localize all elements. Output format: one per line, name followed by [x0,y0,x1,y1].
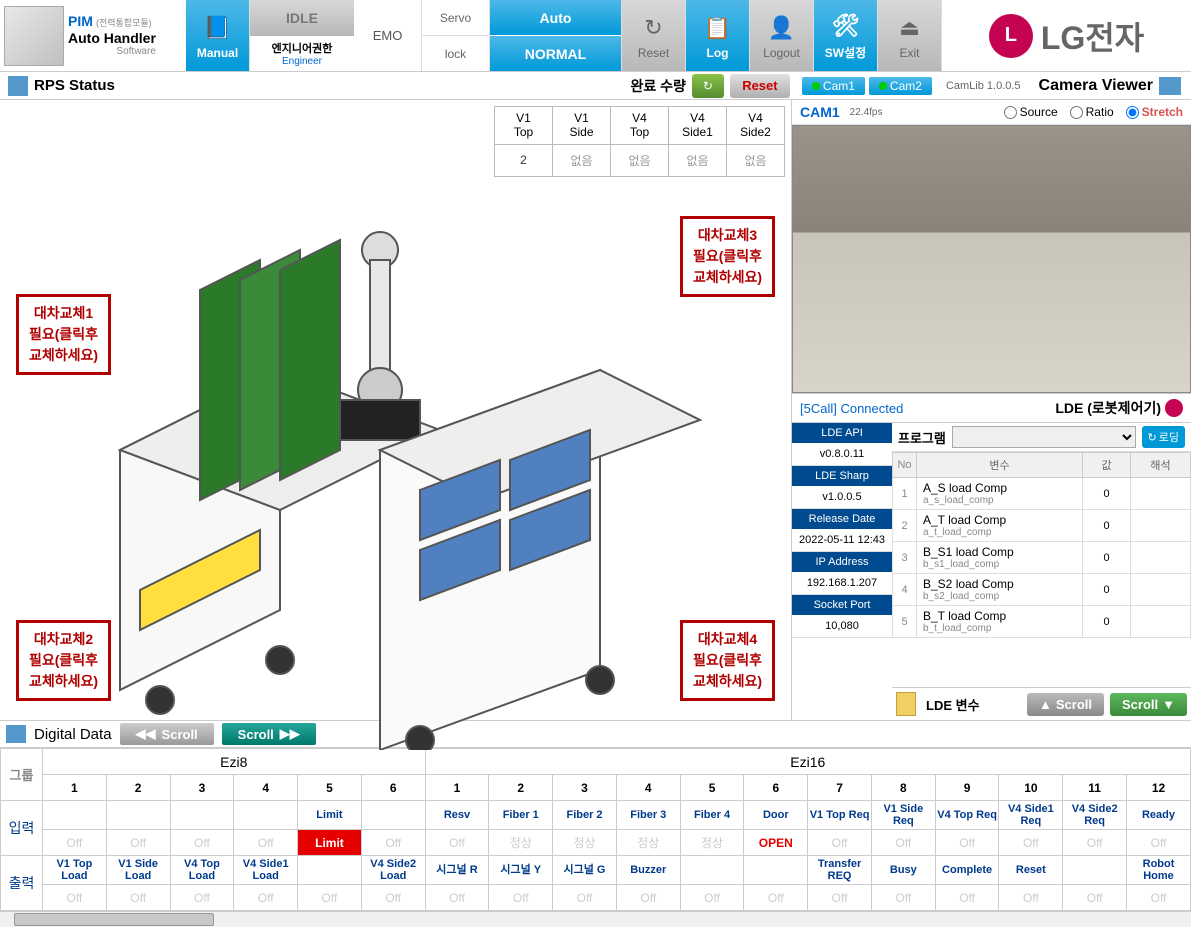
exit-button[interactable]: ⏏ Exit [878,0,942,71]
logout-label: Logout [763,46,800,60]
loading-button[interactable]: ↻로딩 [1142,426,1185,448]
var-row[interactable]: 3B_S1 load Compb_s1_load_comp0 [893,542,1191,574]
sw-settings-button[interactable]: 🛠 SW설정 [814,0,878,71]
rps-status-label: RPS Status [34,77,115,94]
lg-logo: L LG전자 [942,0,1191,71]
servo-lock-col: Servo lock [422,0,490,71]
pim-label: PIM [68,13,93,29]
cam1-status-icon [812,82,820,90]
cam-source-radio[interactable]: Source [1004,105,1058,119]
digital-data-icon [6,725,26,743]
camera-feed [792,125,1191,393]
lde-var-table: No변수값해석 1A_S load Compa_s_load_comp0 2A_… [892,452,1191,687]
rps-visual-panel: V1Top V1Side V4Top V4Side1 V4Side2 2 없음 … [0,100,792,720]
logout-icon: 👤 [766,12,798,44]
app-soft: Software [68,46,156,58]
idle-label: IDLE [250,0,354,36]
sw-label: SW설정 [825,44,866,61]
engineer-ko: 엔지니어권한 [272,40,333,56]
lde-body: LDE API v0.8.0.11 LDE Sharp v1.0.0.5 Rel… [792,423,1191,720]
digital-data-table: 그룹 Ezi8 Ezi16 123456 123456789101112 입력 … [0,748,1191,911]
cam-fps: 22.4fps [850,107,883,118]
exit-icon: ⏏ [894,12,926,44]
cam-name: CAM1 [800,104,840,120]
lg-text: LG전자 [1041,13,1144,59]
scrollbar-thumb[interactable] [14,913,214,926]
status-bar: RPS Status 완료 수량 ↻ Reset Cam1 Cam2 CamLi… [0,72,1191,100]
engineer-en: Engineer [282,56,322,67]
log-label: Log [707,46,729,60]
logout-button[interactable]: 👤 Logout [750,0,814,71]
var-row[interactable]: 2A_T load Compa_t_load_comp0 [893,510,1191,542]
machine-3d-illustration [80,190,720,750]
cam2-status-icon [879,82,887,90]
ezi8-header: Ezi8 [43,749,426,775]
settings-icon: 🛠 [830,10,862,42]
reset-label: Reset [638,46,669,60]
var-row[interactable]: 5B_T load Compb_t_load_comp0 [893,606,1191,638]
lg-circle-icon: L [989,14,1033,58]
document-icon [896,692,916,716]
cam-ratio-radio[interactable]: Ratio [1070,105,1114,119]
app-name: Auto Handler [68,30,156,47]
cam2-button[interactable]: Cam2 [869,77,932,95]
lg-small-icon [1165,399,1183,417]
cam-stretch-radio[interactable]: Stretch [1126,105,1183,119]
group-header: 그룹 [1,749,43,801]
lde-var-label: LDE 변수 [922,695,1021,714]
log-button[interactable]: 📋 Log [686,0,750,71]
manual-button[interactable]: 📘 Manual [186,0,250,71]
camlib-version: CamLib 1.0.0.5 [938,80,1029,92]
program-label: 프로그램 [898,428,946,447]
exit-label: Exit [899,46,919,60]
top-toolbar: PIM (전력통합모듈) Auto Handler Software 📘 Man… [0,0,1191,72]
var-row[interactable]: 1A_S load Compa_s_load_comp0 [893,478,1191,510]
manual-icon: 📘 [202,12,234,44]
var-row[interactable]: 4B_S2 load Compb_s2_load_comp0 [893,574,1191,606]
emo-button[interactable]: EMO [354,0,422,71]
input-header: 입력 [1,801,43,856]
reset-button[interactable]: ↻ Reset [622,0,686,71]
qty-label: 완료 수량 [630,76,685,96]
lock-label: lock [422,36,489,71]
lde-var-column: 프로그램 ↻로딩 No변수값해석 1A_S load Compa_s_load_… [892,423,1191,720]
film-icon [1159,77,1181,95]
manual-label: Manual [197,46,238,60]
camera-viewer-label: Camera Viewer [1039,77,1153,95]
reset-icon: ↻ [638,12,670,44]
scroll-down-button[interactable]: Scroll▼ [1110,693,1187,716]
lde-title: LDE (로봇제어기) [1055,398,1161,418]
main-area: V1Top V1Side V4Top V4Side1 V4Side2 2 없음 … [0,100,1191,720]
qty-reset-button[interactable]: Reset [730,74,790,98]
cam1-button[interactable]: Cam1 [802,77,865,95]
lde-connection-status: [5Call] Connected [800,401,903,416]
servo-label: Servo [422,0,489,36]
pim-sub: (전력통합모듈) [96,18,152,28]
auto-normal-col: Auto NORMAL [490,0,622,71]
log-icon: 📋 [702,12,734,44]
horizontal-scrollbar[interactable] [0,911,1191,927]
program-select[interactable] [952,426,1136,448]
auto-button[interactable]: Auto [490,0,621,36]
scroll-up-button[interactable]: ▲Scroll [1027,693,1104,716]
normal-button[interactable]: NORMAL [490,36,621,71]
logo-3d-icon [4,6,64,66]
idle-status: IDLE 엔지니어권한 Engineer [250,0,354,71]
rps-icon [8,76,28,96]
lde-header: [5Call] Connected LDE (로봇제어기) [792,393,1191,423]
app-logo: PIM (전력통합모듈) Auto Handler Software [0,0,186,71]
lde-footer: LDE 변수 ▲Scroll Scroll▼ [892,687,1191,720]
ezi16-header: Ezi16 [425,749,1190,775]
output-header: 출력 [1,856,43,911]
right-panel: CAM1 22.4fps Source Ratio Stretch [5Call… [792,100,1191,720]
lde-info-column: LDE API v0.8.0.11 LDE Sharp v1.0.0.5 Rel… [792,423,892,720]
qty-refresh-button[interactable]: ↻ [692,74,724,98]
vision-status-table: V1Top V1Side V4Top V4Side1 V4Side2 2 없음 … [494,106,785,177]
camera-header: CAM1 22.4fps Source Ratio Stretch [792,100,1191,125]
